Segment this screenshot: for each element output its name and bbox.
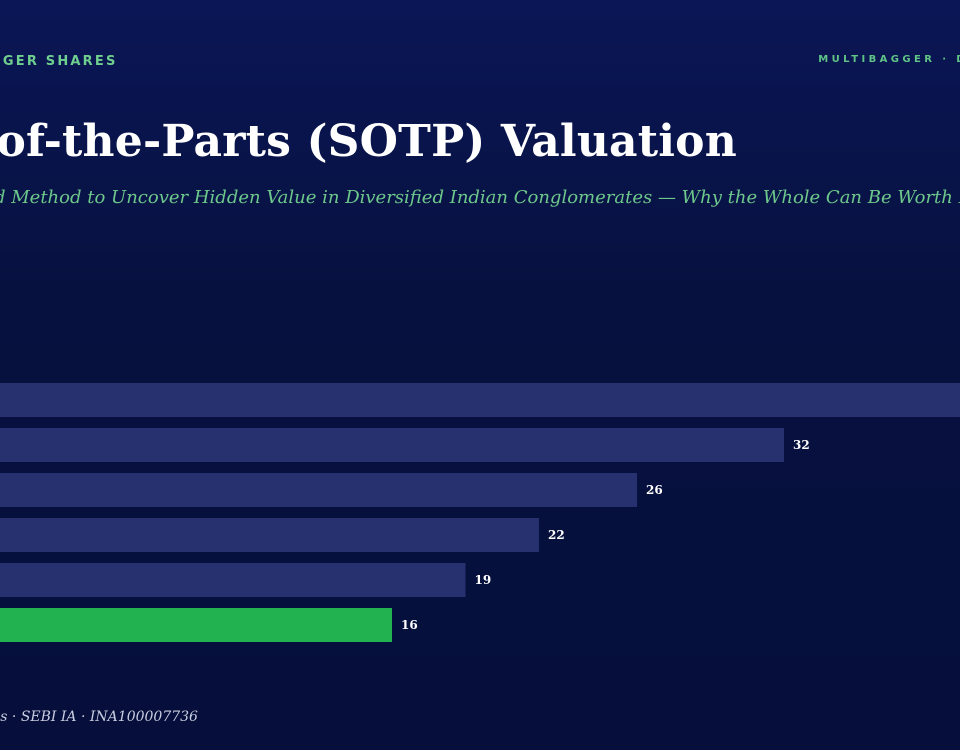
bar-5 [0,563,466,597]
bar-value-label-2: 32 [793,438,810,452]
bar-4 [0,518,539,552]
bar-3 [0,473,637,507]
bar-value-label-6: 16 [401,618,418,632]
bar-value-label-5: 19 [475,573,492,587]
page-subtitle: d Method to Uncover Hidden Value in Dive… [0,187,960,208]
page-title: -of-the-Parts (SOTP) Valuation [0,116,737,167]
footer-credit: es · SEBI IA · INA100007736 [0,709,198,725]
bar-value-label-3: 26 [646,483,663,497]
bar-2 [0,428,784,462]
brand-right-label: MULTIBAGGER · D [818,54,960,65]
bar-1 [0,383,960,417]
bar-6 [0,608,392,642]
bar-value-label-4: 22 [548,528,565,542]
brand-left-label: GGER SHARES [0,54,118,69]
bar-chart: 32 26 22 19 16 [0,383,960,642]
